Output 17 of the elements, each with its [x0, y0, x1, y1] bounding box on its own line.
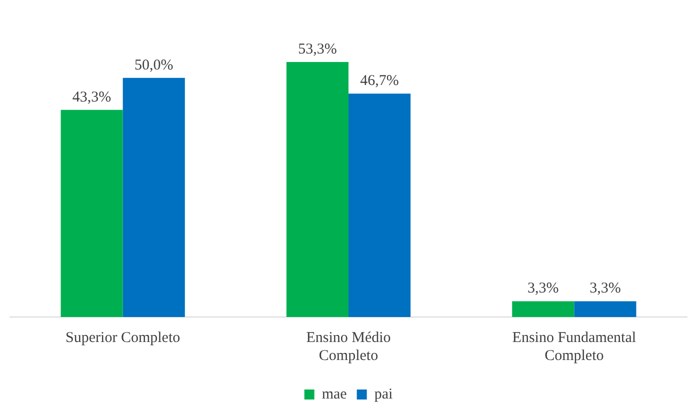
data-label: 46,7%	[360, 73, 399, 90]
bar	[122, 78, 185, 317]
data-label: 53,3%	[298, 41, 337, 58]
bar	[574, 301, 636, 317]
data-label: 3,3%	[590, 280, 621, 297]
legend-label: pai	[374, 386, 393, 402]
data-label: 50,0%	[134, 57, 174, 74]
x-tick-label: Ensino Médio Completo	[306, 330, 391, 364]
data-label: 3,3%	[528, 280, 559, 297]
bar	[60, 110, 123, 317]
data-label: 43,3%	[72, 89, 112, 106]
legend-label: mae	[322, 386, 348, 402]
bar	[348, 94, 411, 317]
bar	[286, 62, 348, 317]
bar	[512, 301, 574, 317]
x-tick-label: Ensino Fundamental Completo	[512, 330, 636, 364]
x-tick-label: Superior Completo	[66, 330, 180, 346]
